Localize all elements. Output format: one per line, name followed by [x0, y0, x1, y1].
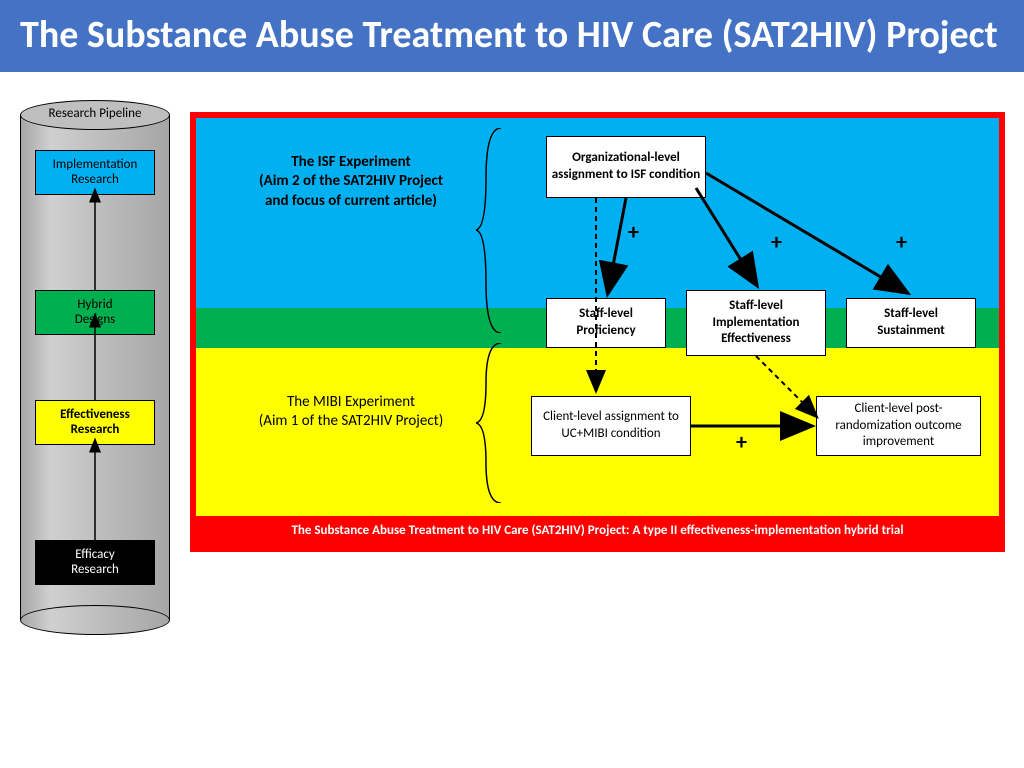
plus-2: +: [771, 228, 782, 255]
node-client-outcome: Client-level post-randomization outcome …: [816, 396, 981, 456]
slide-header: The Substance Abuse Treatment to HIV Car…: [0, 0, 1024, 72]
pipeline-box-2: EffectivenessResearch: [35, 400, 155, 445]
slide-title: The Substance Abuse Treatment to HIV Car…: [20, 14, 1004, 58]
slide-content: Research Pipeline ImplementationResearch…: [0, 72, 1024, 712]
plus-4: +: [736, 428, 747, 455]
node-staff-impl-effectiveness: Staff-level Implementation Effectiveness: [686, 290, 826, 356]
plus-3: +: [896, 228, 907, 255]
plus-1: +: [628, 218, 639, 245]
pipeline-title: Research Pipeline: [20, 106, 170, 121]
node-org-assignment: Organizational-level assignment to ISF c…: [546, 136, 706, 198]
pipeline-box-0: ImplementationResearch: [35, 150, 155, 195]
diagram-footer: The Substance Abuse Treatment to HIV Car…: [196, 516, 999, 546]
isf-experiment-label: The ISF Experiment(Aim 2 of the SAT2HIV …: [221, 153, 481, 212]
pipeline-box-1: HybridDesigns: [35, 290, 155, 335]
node-staff-proficiency: Staff-level Proficiency: [546, 298, 666, 348]
node-client-assignment: Client-level assignment to UC+MIBI condi…: [531, 396, 691, 456]
pipeline-box-3: EfficacyResearch: [35, 540, 155, 585]
node-staff-sustainment: Staff-level Sustainment: [846, 298, 976, 348]
main-diagram: The ISF Experiment(Aim 2 of the SAT2HIV …: [190, 112, 1005, 552]
cylinder-bottom: [20, 605, 170, 635]
research-pipeline: Research Pipeline ImplementationResearch…: [20, 100, 170, 620]
mibi-experiment-label: The MIBI Experiment(Aim 1 of the SAT2HIV…: [231, 393, 471, 432]
